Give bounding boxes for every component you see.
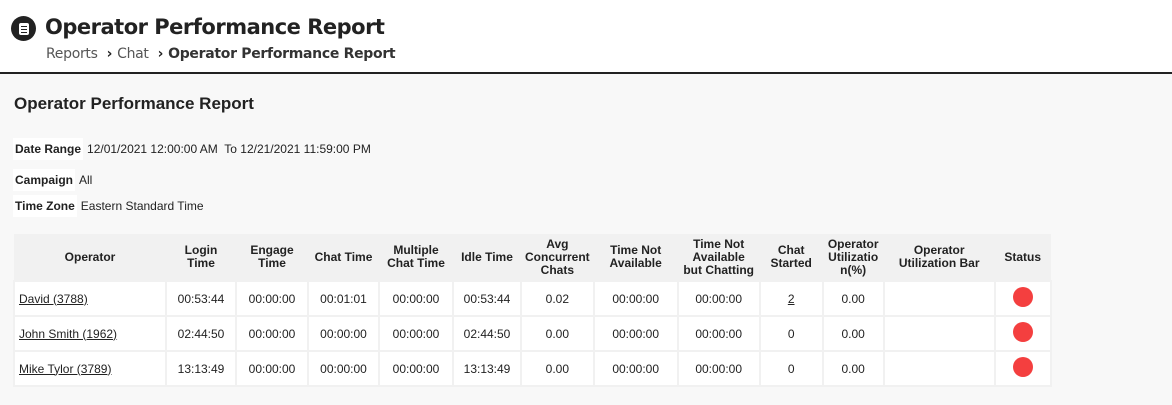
chat-started-cell: 0 bbox=[758, 315, 824, 352]
utilization-cell: 0.00 bbox=[821, 315, 885, 352]
login-cell: 13:13:49 bbox=[165, 350, 237, 387]
tna-cell: 00:00:00 bbox=[592, 315, 679, 352]
column-header: Time Not Available bbox=[593, 234, 678, 281]
status-dot-icon bbox=[1012, 287, 1033, 307]
report-title: Operator Performance Report bbox=[14, 94, 254, 113]
table-row: John Smith (1962) 02:44:50 00:00:00 00:00:0… bbox=[13, 315, 1052, 352]
campaign-value: All bbox=[79, 173, 93, 187]
tna-cell: 00:00:00 bbox=[592, 350, 679, 387]
breadcrumb-reports[interactable]: Reports bbox=[46, 46, 98, 62]
status-cell bbox=[993, 280, 1052, 317]
time-zone-label: Time Zone bbox=[13, 195, 77, 217]
column-header: Avg Concurrent Chats bbox=[521, 234, 594, 281]
chat-started-cell: 2 bbox=[758, 280, 824, 317]
engage-cell: 00:00:00 bbox=[235, 350, 309, 387]
time-zone-value: Eastern Standard Time bbox=[80, 199, 204, 213]
table-row: Mike Tylor (3789) 13:13:49 00:00:00 00:00:0… bbox=[13, 350, 1052, 387]
chevron-right-icon: › bbox=[106, 46, 113, 62]
column-header: Operator bbox=[14, 234, 166, 281]
page-header: Operator Performance Report Reports › Chat… bbox=[0, 0, 1172, 74]
column-header: Engage Time bbox=[236, 234, 308, 281]
operator-cell: Mike Tylor (3789) bbox=[13, 350, 167, 387]
campaign-label: Campaign bbox=[13, 169, 76, 191]
campaign: Campaign All bbox=[13, 169, 92, 191]
column-header: Operator Utilizatio n(%) bbox=[822, 234, 884, 281]
date-range-value: 12/01/2021 12:00:00 AM To 12/21/2021 11:… bbox=[87, 142, 371, 156]
clipboard-icon bbox=[11, 16, 36, 41]
breadcrumb-current: Operator Performance Report bbox=[168, 46, 396, 62]
operator-cell: David (3788) bbox=[13, 280, 167, 317]
date-range: Date Range 12/01/2021 12:00:00 AM To 12/2… bbox=[13, 138, 371, 160]
report-table: Operator Login Time Engage Time Chat Time Mu… bbox=[13, 234, 1052, 387]
engage-cell: 00:00:00 bbox=[235, 315, 309, 352]
operator-link[interactable]: Mike Tylor (3789) bbox=[19, 361, 112, 376]
breadcrumb: Reports › Chat › Operator Performance Report bbox=[46, 46, 396, 62]
column-header: Idle Time bbox=[453, 234, 521, 281]
login-cell: 02:44:50 bbox=[165, 315, 237, 352]
column-header: Status bbox=[994, 234, 1051, 281]
login-cell: 00:53:44 bbox=[165, 280, 237, 317]
status-cell bbox=[993, 350, 1052, 387]
operator-link[interactable]: David (3788) bbox=[19, 291, 88, 306]
chat-cell: 00:00:00 bbox=[307, 315, 380, 352]
tnac-cell: 00:00:00 bbox=[676, 280, 761, 317]
avg-cell: 0.02 bbox=[520, 280, 595, 317]
column-header: Chat Time bbox=[308, 234, 379, 281]
utilization-cell: 0.00 bbox=[821, 280, 885, 317]
status-dot-icon bbox=[1012, 357, 1033, 377]
chat-started-cell: 0 bbox=[758, 350, 824, 387]
tnac-cell: 00:00:00 bbox=[676, 315, 761, 352]
status-dot-icon bbox=[1012, 322, 1033, 342]
operator-cell: John Smith (1962) bbox=[13, 315, 167, 352]
utilization-bar bbox=[882, 350, 996, 387]
chat-started-link[interactable]: 2 bbox=[787, 291, 795, 306]
column-header: Operator Utilization Bar bbox=[883, 234, 995, 281]
utilization-bar bbox=[882, 280, 996, 317]
engage-cell: 00:00:00 bbox=[235, 280, 309, 317]
column-header: Login Time bbox=[166, 234, 236, 281]
status-cell bbox=[993, 315, 1052, 352]
chevron-right-icon: › bbox=[157, 46, 164, 62]
tnac-cell: 00:00:00 bbox=[676, 350, 761, 387]
table-row: David (3788) 00:53:44 00:00:00 00:01:01 00:0… bbox=[13, 280, 1052, 317]
utilization-cell: 0.00 bbox=[821, 350, 885, 387]
multiple-cell: 00:00:00 bbox=[378, 315, 454, 352]
operator-link[interactable]: John Smith (1962) bbox=[19, 326, 118, 341]
time-zone: Time Zone Eastern Standard Time bbox=[13, 195, 204, 217]
column-header: Chat Started bbox=[759, 234, 823, 281]
column-header: Multiple Chat Time bbox=[379, 234, 453, 281]
column-header: Time Not Available but Chatting bbox=[677, 234, 760, 281]
page-title: Operator Performance Report bbox=[45, 15, 385, 39]
avg-cell: 0.00 bbox=[520, 315, 595, 352]
idle-cell: 13:13:49 bbox=[452, 350, 522, 387]
breadcrumb-chat[interactable]: Chat bbox=[117, 46, 149, 62]
idle-cell: 02:44:50 bbox=[452, 315, 522, 352]
avg-cell: 0.00 bbox=[520, 350, 595, 387]
idle-cell: 00:53:44 bbox=[452, 280, 522, 317]
chat-cell: 00:01:01 bbox=[307, 280, 380, 317]
date-range-label: Date Range bbox=[13, 138, 84, 160]
multiple-cell: 00:00:00 bbox=[378, 280, 454, 317]
utilization-bar bbox=[882, 315, 996, 352]
multiple-cell: 00:00:00 bbox=[378, 350, 454, 387]
chat-cell: 00:00:00 bbox=[307, 350, 380, 387]
tna-cell: 00:00:00 bbox=[592, 280, 679, 317]
